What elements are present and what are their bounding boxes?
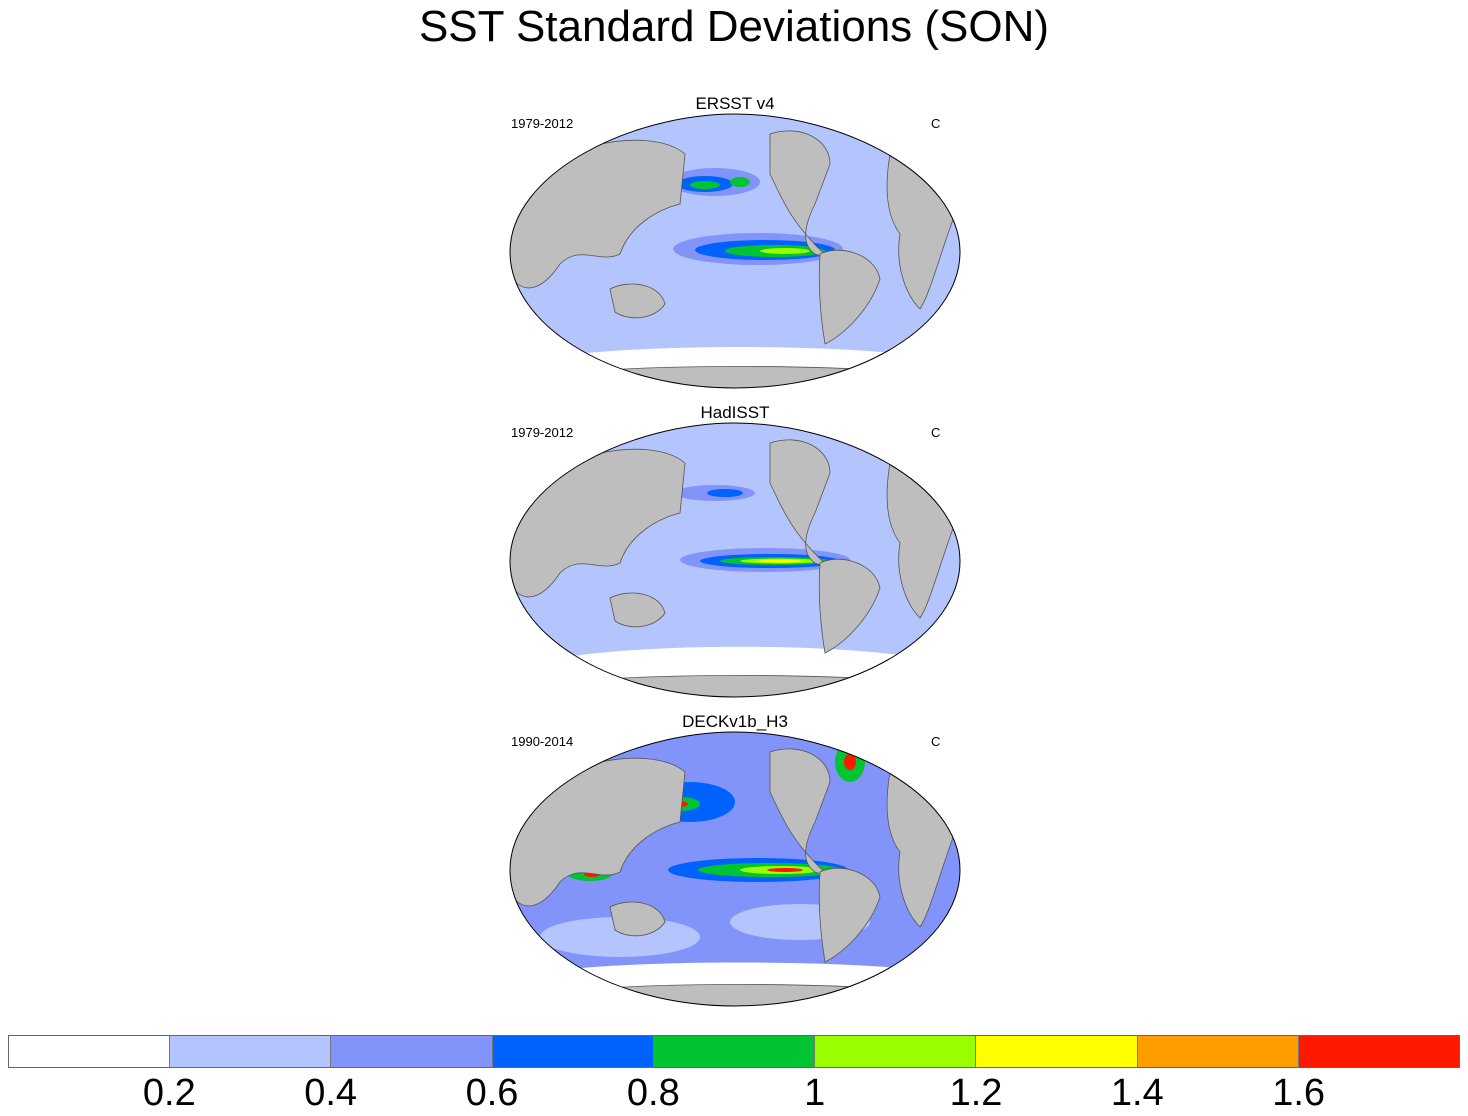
- map-panel-ersst: ERSST v4 1979-2012 C: [500, 94, 970, 394]
- figure-title: SST Standard Deviations (SON): [418, 2, 1050, 51]
- panel-title: ERSST v4: [695, 94, 775, 113]
- colorbar-box: [976, 1036, 1138, 1067]
- panel-title: DECKv1b_H3: [682, 712, 788, 731]
- panel-title: HadISST: [700, 403, 770, 422]
- panel-period-label: 1990-2014: [511, 734, 574, 749]
- colorbar-tick-label: 0.4: [304, 1072, 358, 1114]
- panel-period-label: 1979-2012: [511, 425, 574, 440]
- map-panel-hadisst: HadISST 1979-2012 C: [500, 403, 970, 703]
- colorbar-box: [9, 1036, 171, 1067]
- sst-map: [509, 113, 961, 389]
- colorbar-box: [1137, 1036, 1299, 1067]
- panel-units-label: C: [931, 425, 941, 440]
- colorbar: [8, 1035, 1460, 1068]
- colorbar-tick-label: 0.8: [626, 1072, 680, 1114]
- map-panel-deck: DECKv1b_H3 1990-2014 C: [500, 712, 970, 1012]
- colorbar-box: [492, 1036, 654, 1067]
- colorbar-box: [1298, 1036, 1459, 1067]
- sst-map: [509, 422, 961, 698]
- colorbar-tick-label: 1.4: [1110, 1072, 1164, 1114]
- colorbar-tick-label: 0.2: [142, 1072, 196, 1114]
- sst-map: [509, 731, 961, 1007]
- panel-period-label: 1979-2012: [511, 116, 574, 131]
- colorbar-box: [331, 1036, 493, 1067]
- colorbar-tick-label: 1: [804, 1072, 826, 1114]
- colorbar-box: [653, 1036, 816, 1067]
- panel-units-label: C: [931, 734, 941, 749]
- colorbar-tick-label: 1.6: [1272, 1072, 1326, 1114]
- colorbar-tick-label: 1.2: [949, 1072, 1003, 1114]
- panel-units-label: C: [931, 116, 941, 131]
- colorbar-tick-label: 0.6: [465, 1072, 519, 1114]
- colorbar-box: [815, 1036, 977, 1067]
- colorbar-box: [170, 1036, 332, 1067]
